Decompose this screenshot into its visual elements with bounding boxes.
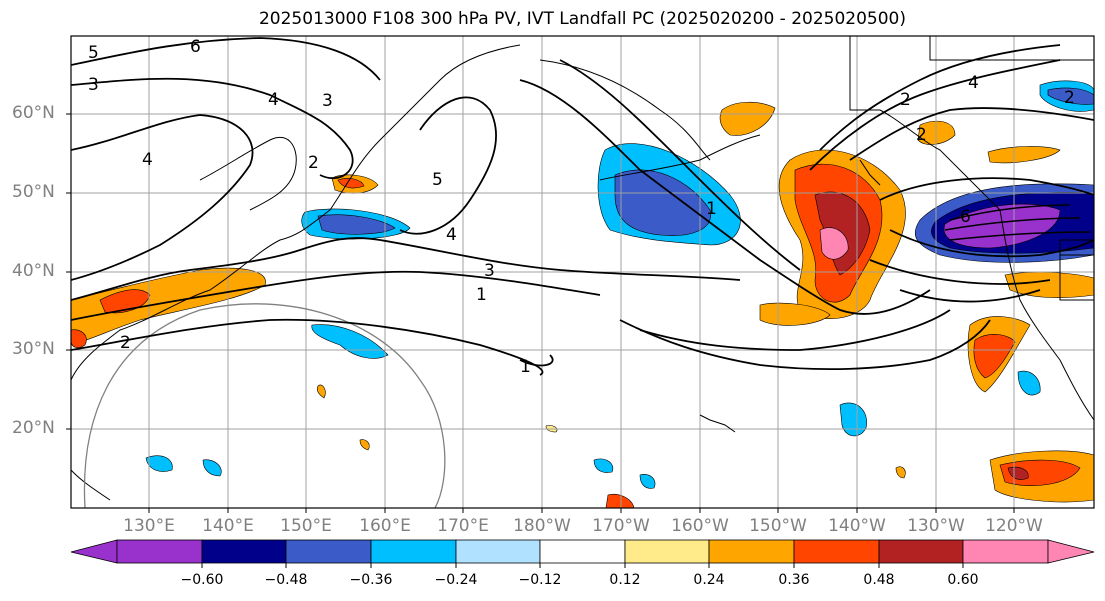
- pv-contours: [71, 37, 1094, 376]
- lon-label: 160°W: [671, 516, 729, 536]
- contour-label: 3: [484, 261, 495, 281]
- colorbar-cell: [793, 539, 880, 564]
- lat-label: 60°N: [12, 103, 55, 123]
- coastlines: [71, 36, 1094, 501]
- lat-label: 50°N: [12, 182, 55, 202]
- contour-label: 4: [968, 73, 979, 93]
- colorbar-tick-label: 0.60: [947, 572, 979, 588]
- ivt-shading: [71, 80, 1094, 508]
- lon-label: 130°W: [907, 516, 965, 536]
- axis-ticks: [66, 113, 1015, 513]
- contour-label: 4: [268, 90, 279, 110]
- colorbar-cell: [962, 539, 1049, 564]
- contour-label: 2: [1064, 88, 1075, 108]
- colorbar-cell: [539, 539, 626, 564]
- lon-label: 130°E: [123, 516, 175, 536]
- colorbar-cell: [116, 539, 203, 564]
- contour-label: 1: [706, 199, 717, 219]
- reference-circle: [83, 303, 446, 508]
- contour-label: 5: [88, 43, 99, 63]
- lat-label: 40°N: [12, 261, 55, 281]
- colorbar-cell: [70, 539, 118, 564]
- contour-label: 4: [446, 225, 457, 245]
- colorbar-cell: [708, 539, 795, 564]
- colorbar-tick-label: −0.36: [349, 572, 393, 588]
- colorbar-ticks: [201, 563, 964, 568]
- lat-label: 30°N: [12, 339, 55, 359]
- colorbar-tick-label: −0.12: [518, 572, 562, 588]
- contour-label: 5: [432, 170, 443, 190]
- colorbar: [70, 539, 1095, 564]
- colorbar-cell: [201, 539, 287, 564]
- colorbar-tick-label: 0.12: [609, 572, 641, 588]
- map-plot-area: [71, 36, 1094, 508]
- contour-label: 4: [142, 150, 153, 170]
- contour-label: 1: [520, 357, 531, 377]
- lon-label: 150°E: [280, 516, 332, 536]
- lon-label: 140°E: [202, 516, 254, 536]
- colorbar-cell: [370, 539, 457, 564]
- contour-label: 1: [476, 285, 487, 305]
- colorbar-tick-label: −0.60: [180, 572, 224, 588]
- colorbar-tick-label: −0.48: [264, 572, 308, 588]
- contour-label: 2: [916, 125, 927, 145]
- lon-label: 170°E: [437, 516, 489, 536]
- colorbar-tick-label: −0.24: [434, 572, 478, 588]
- lon-label: 160°E: [359, 516, 411, 536]
- pv-contour-cluster: [944, 204, 1091, 241]
- contour-label: 6: [960, 207, 971, 227]
- lon-label: 120°W: [985, 516, 1043, 536]
- lon-label: 170°W: [592, 516, 650, 536]
- lon-label: 180°W: [513, 516, 571, 536]
- colorbar-cell: [285, 539, 372, 564]
- map-title: 2025013000 F108 300 hPa PV, IVT Landfall…: [258, 9, 906, 29]
- colorbar-cell: [1047, 539, 1095, 564]
- contour-label: 3: [88, 75, 99, 95]
- colorbar-tick-label: 0.24: [693, 572, 725, 588]
- contour-label: 6: [190, 37, 201, 57]
- contour-label: 2: [308, 153, 319, 173]
- colorbar-cell: [878, 539, 964, 564]
- colorbar-tick-label: 0.48: [863, 572, 895, 588]
- colorbar-cell: [624, 539, 710, 564]
- lon-label: 150°W: [749, 516, 807, 536]
- contour-label: 2: [120, 333, 131, 353]
- lat-label: 20°N: [12, 418, 55, 438]
- colorbar-cell: [455, 539, 541, 564]
- contour-label: 3: [322, 91, 333, 111]
- colorbar-tick-label: 0.36: [778, 572, 810, 588]
- contour-label: 2: [900, 90, 911, 110]
- lon-label: 140°W: [828, 516, 886, 536]
